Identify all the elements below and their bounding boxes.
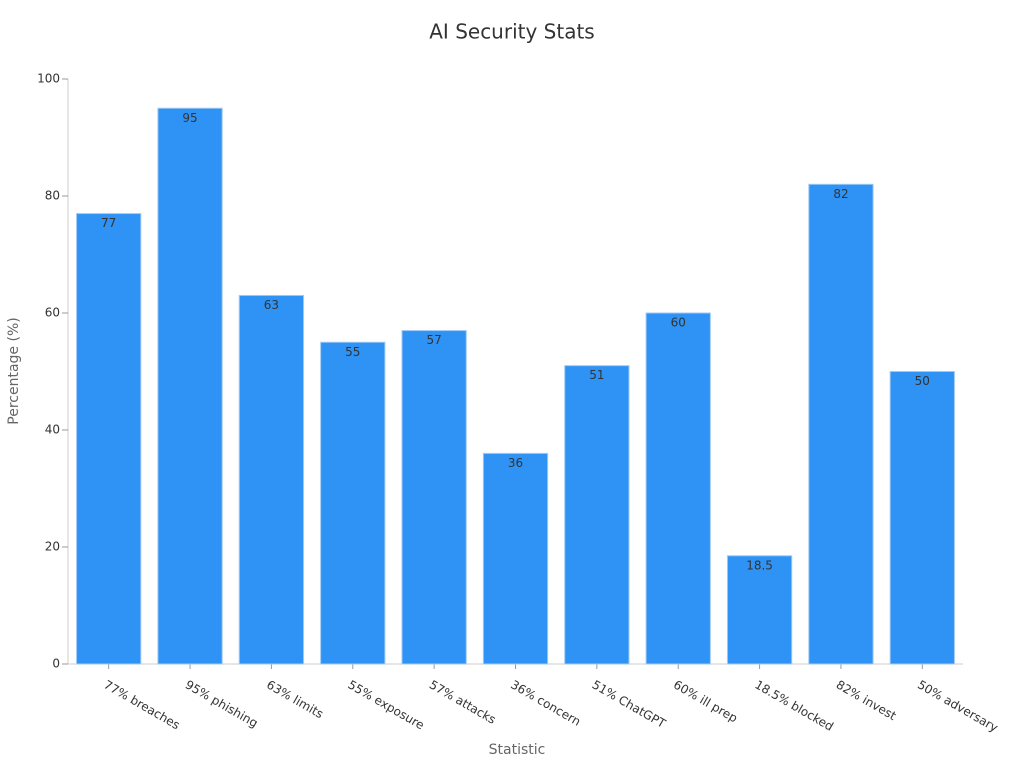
value-label: 57 <box>426 333 441 347</box>
x-tick-label: 50% adversary <box>915 678 1000 735</box>
value-label: 82 <box>833 187 848 201</box>
x-tick-label: 95% phishing <box>183 678 261 731</box>
bar <box>401 330 467 665</box>
y-tick-label: 100 <box>37 72 60 86</box>
y-tick-label: 20 <box>45 540 60 554</box>
bar <box>889 371 955 665</box>
value-label: 95 <box>182 111 197 125</box>
bar <box>157 107 223 665</box>
y-axis-label: Percentage (%) <box>6 317 22 424</box>
x-tick-label: 51% ChatGPT <box>590 678 669 732</box>
x-tick-label: 63% limits <box>264 678 326 722</box>
x-tick-label: 18.5% blocked <box>752 678 836 734</box>
value-label: 60 <box>671 316 686 330</box>
x-tick-label: 77% breaches <box>101 678 182 733</box>
bar <box>808 183 874 665</box>
value-label: 18.5 <box>746 558 773 572</box>
y-tick-label: 60 <box>45 306 60 320</box>
value-label: 77 <box>101 216 116 230</box>
value-label: 50 <box>915 374 930 388</box>
bar <box>726 555 793 665</box>
x-tick-label: 60% ill prep <box>671 678 740 726</box>
bar <box>238 294 305 665</box>
bar <box>645 312 711 665</box>
value-label: 63 <box>264 298 279 312</box>
y-tick-label: 0 <box>52 657 60 671</box>
x-tick-label: 57% attacks <box>427 678 498 727</box>
x-axis-label: Statistic <box>489 742 546 758</box>
value-label: 36 <box>508 456 523 470</box>
y-tick-label: 40 <box>45 423 60 437</box>
value-label: 51 <box>589 368 604 382</box>
value-label: 55 <box>345 345 360 359</box>
x-tick-label: 55% exposure <box>346 678 427 733</box>
bar <box>564 365 630 665</box>
chart-title: AI Security Stats <box>429 20 594 44</box>
x-tick-label: 82% invest <box>834 678 899 724</box>
bar <box>76 213 142 665</box>
y-tick-label: 80 <box>45 189 60 203</box>
bar <box>482 452 549 665</box>
x-tick-label: 36% concern <box>508 678 583 729</box>
bar <box>320 341 386 665</box>
